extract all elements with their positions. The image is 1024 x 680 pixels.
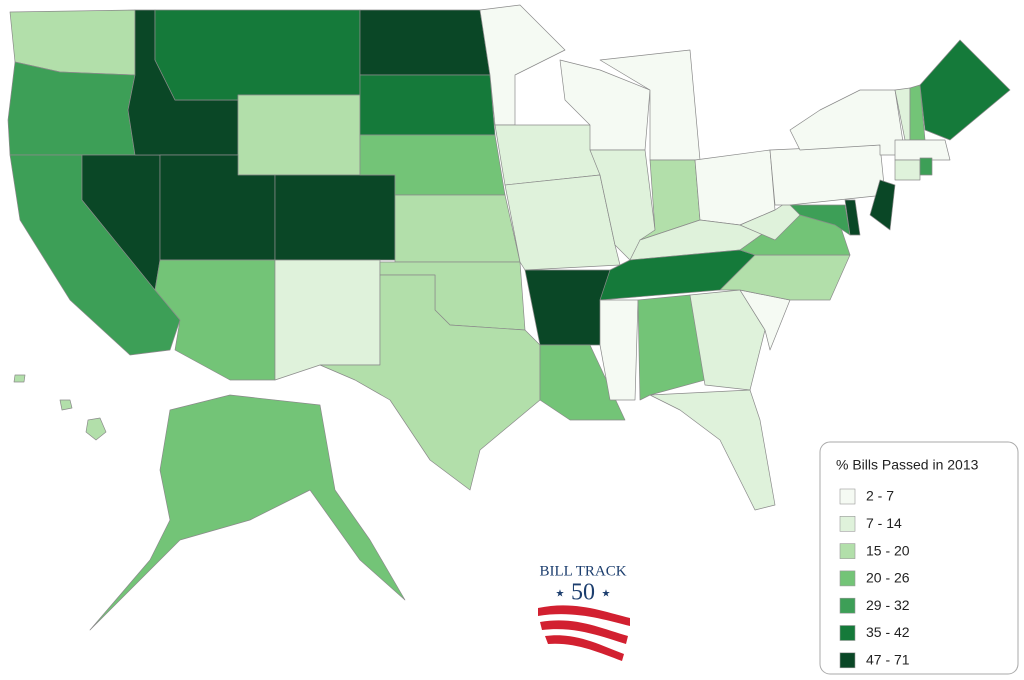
state bbox=[539, 344, 626, 421]
legend: % Bills Passed in 2013 2 - 7 7 - 14 15 - 2… bbox=[819, 441, 1019, 675]
logo-star: ★ bbox=[556, 589, 565, 600]
state bbox=[894, 159, 921, 181]
legend-title: % Bills Passed in 2013 bbox=[836, 457, 979, 473]
state bbox=[59, 399, 73, 411]
state bbox=[919, 39, 1011, 141]
state bbox=[394, 194, 521, 263]
state bbox=[649, 389, 776, 511]
logo-stripe bbox=[540, 620, 628, 644]
legend-label: 47 - 71 bbox=[866, 652, 910, 668]
state bbox=[359, 74, 496, 136]
state bbox=[599, 299, 639, 401]
legend-label: 2 - 7 bbox=[866, 488, 894, 504]
state bbox=[637, 294, 706, 401]
legend-label: 15 - 20 bbox=[866, 542, 910, 558]
legend-swatch bbox=[839, 543, 856, 559]
logo-star: ★ bbox=[602, 589, 611, 600]
state bbox=[789, 204, 851, 236]
state bbox=[869, 179, 896, 231]
state bbox=[769, 144, 886, 206]
legend-label: 29 - 32 bbox=[866, 597, 910, 613]
legend-label: 7 - 14 bbox=[866, 515, 902, 531]
state bbox=[7, 61, 136, 156]
state bbox=[844, 199, 861, 236]
state bbox=[319, 274, 541, 491]
state bbox=[524, 269, 611, 346]
legend-box bbox=[819, 441, 1019, 675]
states bbox=[7, 4, 1011, 631]
state bbox=[479, 4, 566, 126]
state bbox=[154, 9, 361, 101]
state bbox=[89, 394, 406, 631]
legend-label: 35 - 42 bbox=[866, 624, 910, 640]
state bbox=[274, 174, 396, 261]
state bbox=[237, 94, 361, 176]
legend-swatch bbox=[839, 625, 856, 641]
state bbox=[894, 139, 951, 161]
state bbox=[359, 9, 491, 76]
state bbox=[274, 259, 381, 381]
state bbox=[919, 157, 933, 176]
state bbox=[689, 289, 766, 391]
logo-number: 50 bbox=[571, 580, 595, 606]
legend-swatch bbox=[839, 597, 856, 614]
legend-swatch bbox=[839, 488, 856, 505]
legend-swatch bbox=[839, 515, 856, 532]
logo: BILL TRACK ★ 50 ★ bbox=[538, 563, 630, 661]
logo-stripe bbox=[538, 605, 630, 626]
logo-name: BILL TRACK bbox=[539, 563, 626, 579]
legend-label: 20 - 26 bbox=[866, 570, 910, 586]
state bbox=[789, 89, 906, 156]
state bbox=[85, 417, 107, 441]
state bbox=[494, 124, 601, 186]
legend-swatch bbox=[839, 570, 856, 587]
logo-stripe bbox=[545, 635, 624, 661]
state bbox=[694, 149, 776, 226]
state bbox=[13, 374, 26, 383]
legend-swatch bbox=[839, 652, 856, 669]
